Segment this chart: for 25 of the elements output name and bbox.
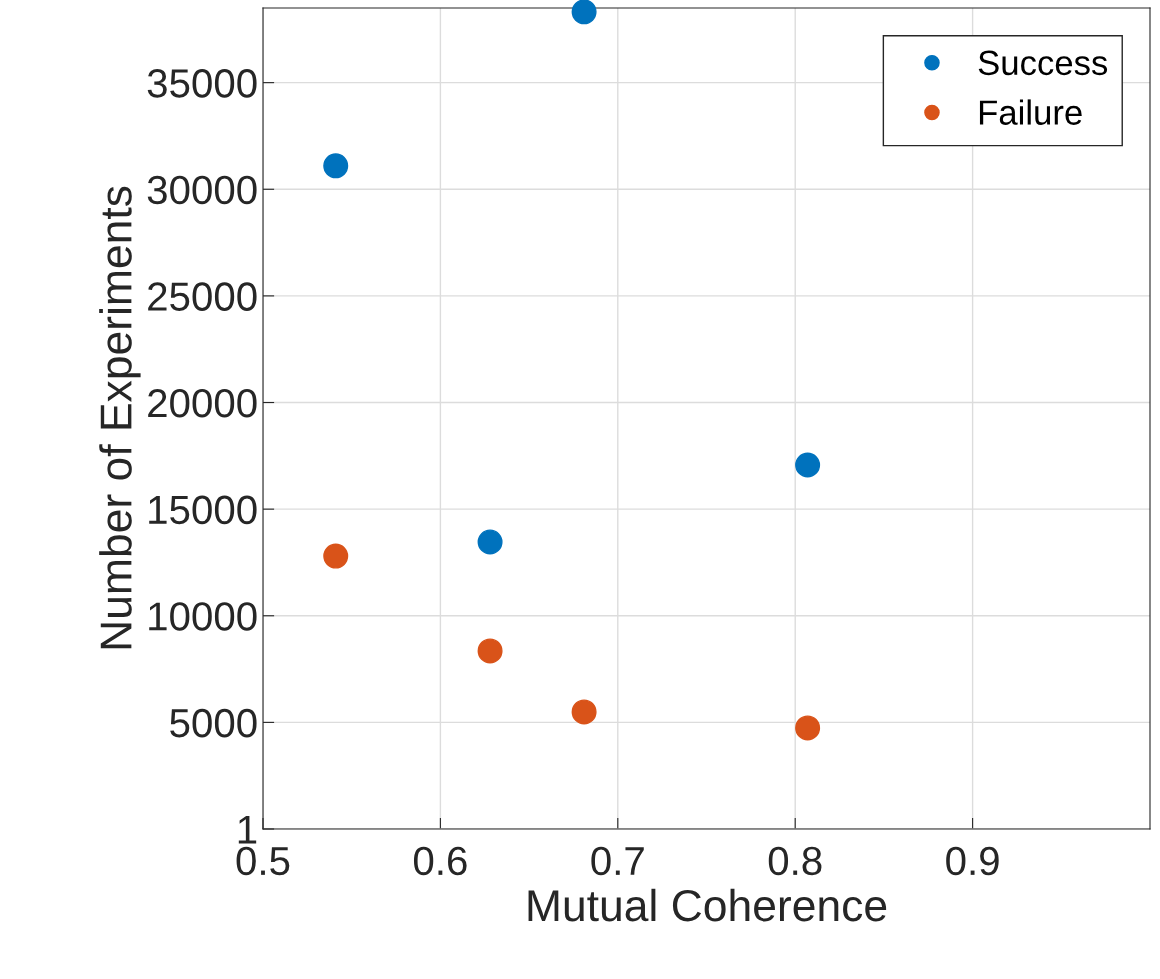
point	[571, 699, 597, 725]
x-axis-title: Mutual Coherence	[528, 888, 887, 922]
point	[571, 0, 597, 25]
point	[323, 543, 349, 569]
x-tick-label: 0.9	[946, 846, 999, 876]
point	[477, 529, 503, 555]
point	[477, 638, 503, 664]
y-tick-label: 25000	[148, 282, 257, 311]
x-tick-label: 0.6	[413, 846, 467, 876]
y-tick-label: 20000	[148, 388, 257, 418]
x-tick-label: 0.7	[591, 846, 644, 876]
x-tick-label: 0.8	[768, 846, 822, 876]
y-tick-label: 10000	[149, 602, 257, 631]
legend-label: Success	[978, 50, 1108, 76]
y-tick-label: 5000	[170, 708, 257, 738]
x-tick-label: 0.5	[236, 846, 290, 876]
y-tick-label: 35000	[147, 69, 257, 98]
y-tick-label: 15000	[149, 495, 257, 525]
point	[795, 715, 821, 741]
y-axis-title: Number of Experiments	[99, 186, 141, 649]
y-tick-label: 1	[238, 815, 257, 844]
point	[795, 452, 821, 478]
y-tick-label: 30000	[147, 175, 257, 205]
legend-label: Failure	[979, 99, 1082, 125]
point	[323, 153, 349, 179]
